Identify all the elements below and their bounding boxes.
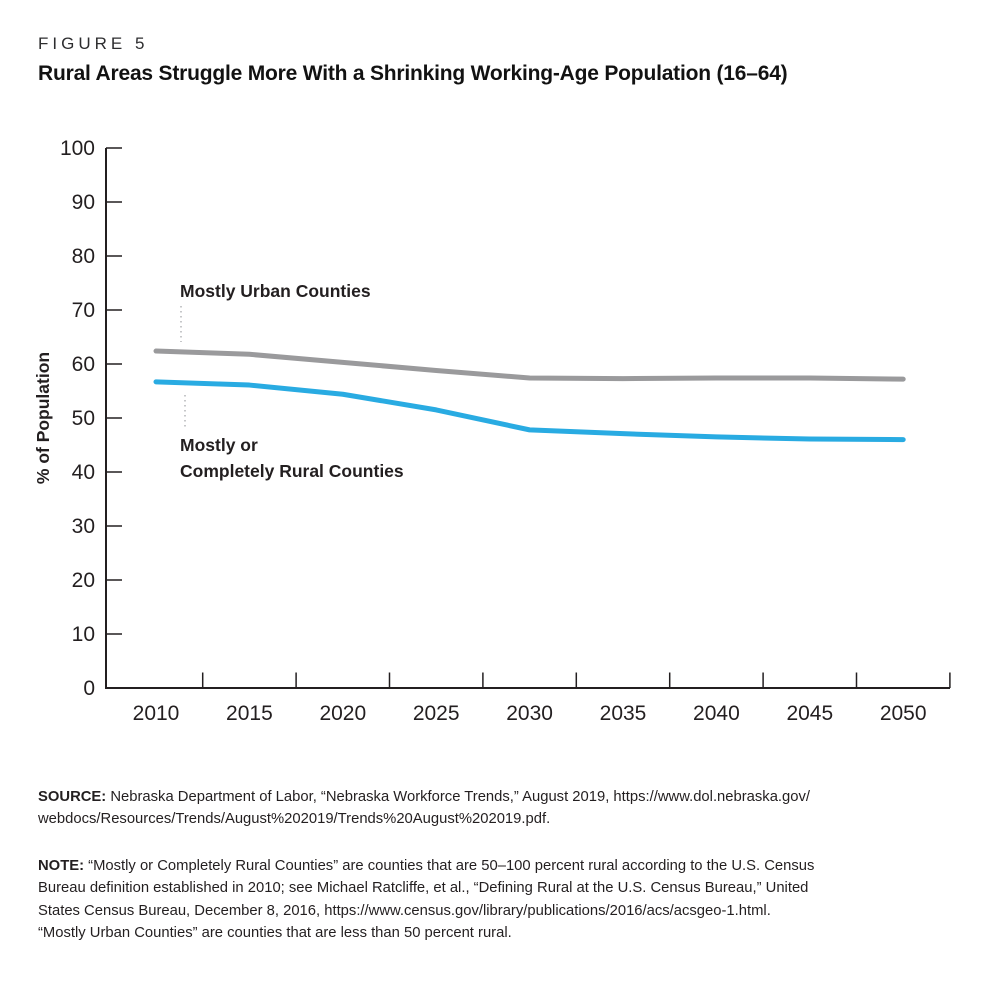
y-tick-label: 40 [72,461,95,484]
x-tick-label: 2010 [133,702,180,725]
y-tick-label: 90 [72,191,95,214]
figure-label: FIGURE 5 [38,34,149,53]
figure-header: FIGURE 5 Rural Areas Struggle More With … [38,34,968,86]
note-label: NOTE: [38,858,85,874]
x-tick-label: 2050 [880,702,927,725]
x-tick-label: 2015 [226,702,273,725]
annotation-label-mostly-or-completely-rural-counties: Completely Rural Counties [180,461,404,481]
x-tick-label: 2030 [506,702,553,725]
y-tick-label: 100 [60,137,95,160]
annotation-label-mostly-urban-counties: Mostly Urban Counties [180,281,371,301]
y-tick-label: 0 [83,677,95,700]
y-tick-label: 20 [72,569,95,592]
x-tick-label: 2045 [786,702,833,725]
chart-axes [105,148,950,689]
note-text: “Mostly or Completely Rural Counties” ar… [38,858,815,942]
y-tick-label: 60 [72,353,95,376]
chart-title: Rural Areas Struggle More With a Shrinki… [38,62,788,85]
x-tick-label: 2040 [693,702,740,725]
source-label: SOURCE: [38,789,107,805]
series-line-mostly-urban-counties [153,348,906,382]
series-line-mostly-or-completely-rural-counties [153,379,906,443]
source-note: SOURCE: Nebraska Department of Labor, “N… [38,786,972,831]
source-text: Nebraska Department of Labor, “Nebraska … [38,789,811,828]
y-tick-label: 10 [72,623,95,646]
y-tick-label: 80 [72,245,95,268]
y-tick-label: 70 [72,299,95,322]
annotation-label-mostly-or-completely-rural-counties: Mostly or [180,435,258,455]
y-tick-label: 30 [72,515,95,538]
x-tick-label: 2025 [413,702,460,725]
y-tick-label: 50 [72,407,95,430]
y-axis-title: % of Population [33,352,53,484]
x-tick-label: 2035 [600,702,647,725]
x-tick-label: 2020 [319,702,366,725]
definition-note: NOTE: “Mostly or Completely Rural Counti… [38,855,972,945]
